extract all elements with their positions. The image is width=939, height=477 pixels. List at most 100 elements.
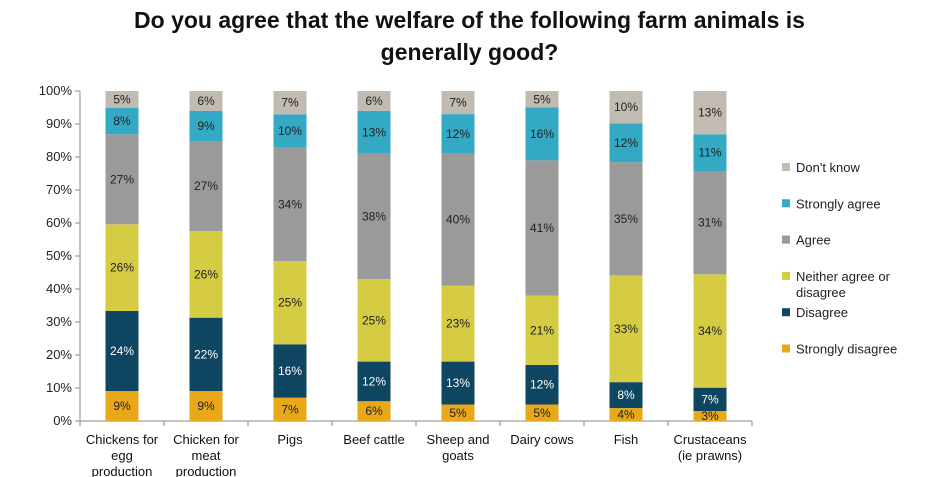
x-category-label: Fish bbox=[614, 432, 639, 447]
data-label: 12% bbox=[530, 378, 554, 392]
y-tick-label: 10% bbox=[46, 380, 72, 395]
legend-label: Strongly disagree bbox=[796, 342, 897, 357]
bar-segment bbox=[273, 147, 307, 261]
bar-segment bbox=[693, 91, 727, 135]
y-tick-label: 80% bbox=[46, 149, 72, 164]
data-label: 12% bbox=[614, 136, 638, 150]
data-label: 3% bbox=[701, 409, 719, 423]
bar-segment bbox=[525, 295, 559, 365]
data-label: 33% bbox=[614, 322, 638, 336]
data-label: 12% bbox=[362, 374, 386, 388]
bar-segment bbox=[525, 364, 559, 405]
data-label: 34% bbox=[278, 197, 302, 211]
data-label: 41% bbox=[530, 221, 554, 235]
x-category-label: production bbox=[92, 464, 153, 477]
legend-swatch bbox=[782, 271, 790, 280]
data-label: 5% bbox=[449, 406, 467, 420]
bar-segment bbox=[105, 391, 139, 421]
data-label: 9% bbox=[197, 119, 215, 133]
data-label: 6% bbox=[365, 94, 383, 108]
data-label: 8% bbox=[617, 388, 635, 402]
legend-swatch bbox=[782, 163, 790, 171]
bar-segment bbox=[189, 91, 223, 111]
x-category-label: Sheep and bbox=[427, 432, 490, 447]
data-label: 22% bbox=[194, 347, 218, 361]
data-label: 26% bbox=[194, 267, 218, 281]
data-label: 7% bbox=[281, 402, 299, 416]
bar-segment bbox=[357, 401, 391, 421]
data-label: 31% bbox=[698, 216, 722, 230]
bar-segment bbox=[357, 153, 391, 280]
bar-segment bbox=[693, 134, 727, 171]
data-label: 6% bbox=[365, 404, 383, 418]
data-label: 27% bbox=[110, 172, 134, 186]
data-label: 38% bbox=[362, 209, 386, 223]
data-label: 13% bbox=[362, 125, 386, 139]
bar-segment bbox=[357, 361, 391, 402]
bar-segment bbox=[357, 279, 391, 362]
data-label: 16% bbox=[530, 127, 554, 141]
x-category-label: goats bbox=[442, 448, 474, 463]
y-tick-label: 20% bbox=[46, 347, 72, 362]
data-label: 12% bbox=[446, 127, 470, 141]
data-label: 23% bbox=[446, 317, 470, 331]
bar-segment bbox=[189, 391, 223, 421]
data-label: 7% bbox=[449, 96, 467, 110]
data-label: 10% bbox=[278, 124, 302, 138]
bar-segment bbox=[273, 91, 307, 115]
bar-segment bbox=[105, 107, 139, 135]
bar-segment bbox=[105, 134, 139, 225]
data-label: 27% bbox=[194, 179, 218, 193]
bar-segment bbox=[525, 160, 559, 296]
y-tick-label: 60% bbox=[46, 215, 72, 230]
data-label: 34% bbox=[698, 324, 722, 338]
bar-segment bbox=[693, 171, 727, 275]
bar-segment bbox=[357, 110, 391, 154]
bar-segment bbox=[609, 162, 643, 276]
legend-label: Don't know bbox=[796, 160, 861, 175]
data-label: 9% bbox=[113, 399, 131, 413]
bar-segment bbox=[693, 387, 727, 411]
bar-segment bbox=[441, 285, 475, 362]
data-label: 9% bbox=[197, 399, 215, 413]
data-label: 11% bbox=[698, 146, 721, 160]
x-category-label: Pigs bbox=[277, 432, 303, 447]
bar-segment bbox=[525, 107, 559, 161]
data-label: 5% bbox=[533, 92, 551, 106]
data-label: 13% bbox=[698, 106, 722, 120]
data-label: 25% bbox=[362, 313, 386, 327]
data-label: 10% bbox=[614, 100, 638, 114]
bar-segment bbox=[609, 382, 643, 409]
bar-segment bbox=[441, 404, 475, 421]
y-tick-label: 90% bbox=[46, 116, 72, 131]
chart-title-line-2: generally good? bbox=[380, 39, 559, 65]
bar-segment bbox=[273, 344, 307, 398]
y-tick-label: 30% bbox=[46, 314, 72, 329]
legend-label: Agree bbox=[796, 233, 831, 248]
bar-segment bbox=[441, 91, 475, 115]
x-category-label: Dairy cows bbox=[510, 432, 574, 447]
data-label: 8% bbox=[113, 114, 131, 128]
bar-segment bbox=[273, 261, 307, 345]
bar-segment bbox=[273, 397, 307, 421]
data-label: 4% bbox=[617, 408, 635, 422]
bar-segment bbox=[525, 91, 559, 108]
bar-segment bbox=[609, 408, 643, 421]
bar-segment bbox=[693, 411, 727, 421]
data-label: 16% bbox=[278, 364, 302, 378]
bar-segment bbox=[105, 224, 139, 311]
bar-segment bbox=[693, 274, 727, 388]
y-tick-label: 70% bbox=[46, 182, 72, 197]
x-category-label: Beef cattle bbox=[343, 432, 404, 447]
y-tick-label: 50% bbox=[46, 248, 72, 263]
bar-segment bbox=[525, 404, 559, 421]
bar-segment bbox=[609, 275, 643, 383]
bar-segment bbox=[441, 361, 475, 405]
legend-label: disagree bbox=[796, 285, 846, 300]
data-label: 7% bbox=[701, 392, 719, 406]
x-category-label: (ie prawns) bbox=[678, 448, 742, 463]
data-label: 25% bbox=[278, 296, 302, 310]
legend-swatch bbox=[782, 308, 790, 317]
data-label: 13% bbox=[446, 376, 470, 390]
